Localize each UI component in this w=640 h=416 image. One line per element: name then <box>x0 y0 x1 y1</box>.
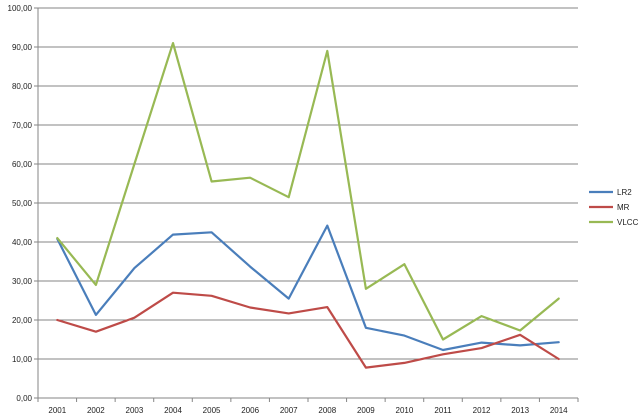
y-tick-label: 90,00 <box>12 43 33 52</box>
legend-label-lr2: LR2 <box>617 188 632 197</box>
series-line-mr <box>56 291 560 369</box>
y-tick-label: 70,00 <box>12 121 33 130</box>
x-tick-label: 2011 <box>434 406 452 415</box>
y-tick-label: 30,00 <box>12 277 33 286</box>
y-tick-label: 10,00 <box>12 355 33 364</box>
x-tick-label: 2003 <box>126 406 144 415</box>
y-tick-labels: 0,00 10,00 20,00 30,00 40,00 50,00 60,00 70,00 8… <box>8 4 38 403</box>
x-tick-label: 2004 <box>164 406 182 415</box>
series-lines <box>56 41 560 369</box>
y-tick-label: 0,00 <box>16 394 32 403</box>
y-tick-label: 50,00 <box>12 199 33 208</box>
x-tick-label: 2009 <box>357 406 375 415</box>
y-tick-label: 40,00 <box>12 238 33 247</box>
x-tick-label: 2008 <box>318 406 336 415</box>
x-tick-label: 2013 <box>511 406 529 415</box>
x-tick-label: 2012 <box>473 406 491 415</box>
series-line-vlcc <box>56 41 560 341</box>
x-tick-label: 2006 <box>241 406 259 415</box>
y-tick-label: 20,00 <box>12 316 33 325</box>
x-tick-label: 2014 <box>550 406 568 415</box>
x-tick-labels: 2001 2002 2003 2004 2005 2006 2007 2008 2009 2010… <box>37 398 579 415</box>
y-tick-label: 100,00 <box>8 4 33 13</box>
legend-label-vlcc: VLCC <box>617 218 639 227</box>
x-tick-label: 2001 <box>48 406 66 415</box>
x-tick-label: 2002 <box>87 406 105 415</box>
gridlines <box>38 7 578 360</box>
y-tick-label: 60,00 <box>12 160 33 169</box>
x-tick-label: 2005 <box>203 406 221 415</box>
y-tick-label: 80,00 <box>12 82 33 91</box>
series-line-lr2 <box>56 224 560 352</box>
legend: LR2 MR VLCC <box>589 188 639 227</box>
x-tick-label: 2010 <box>396 406 414 415</box>
legend-label-mr: MR <box>617 203 630 212</box>
x-tick-label: 2007 <box>280 406 298 415</box>
